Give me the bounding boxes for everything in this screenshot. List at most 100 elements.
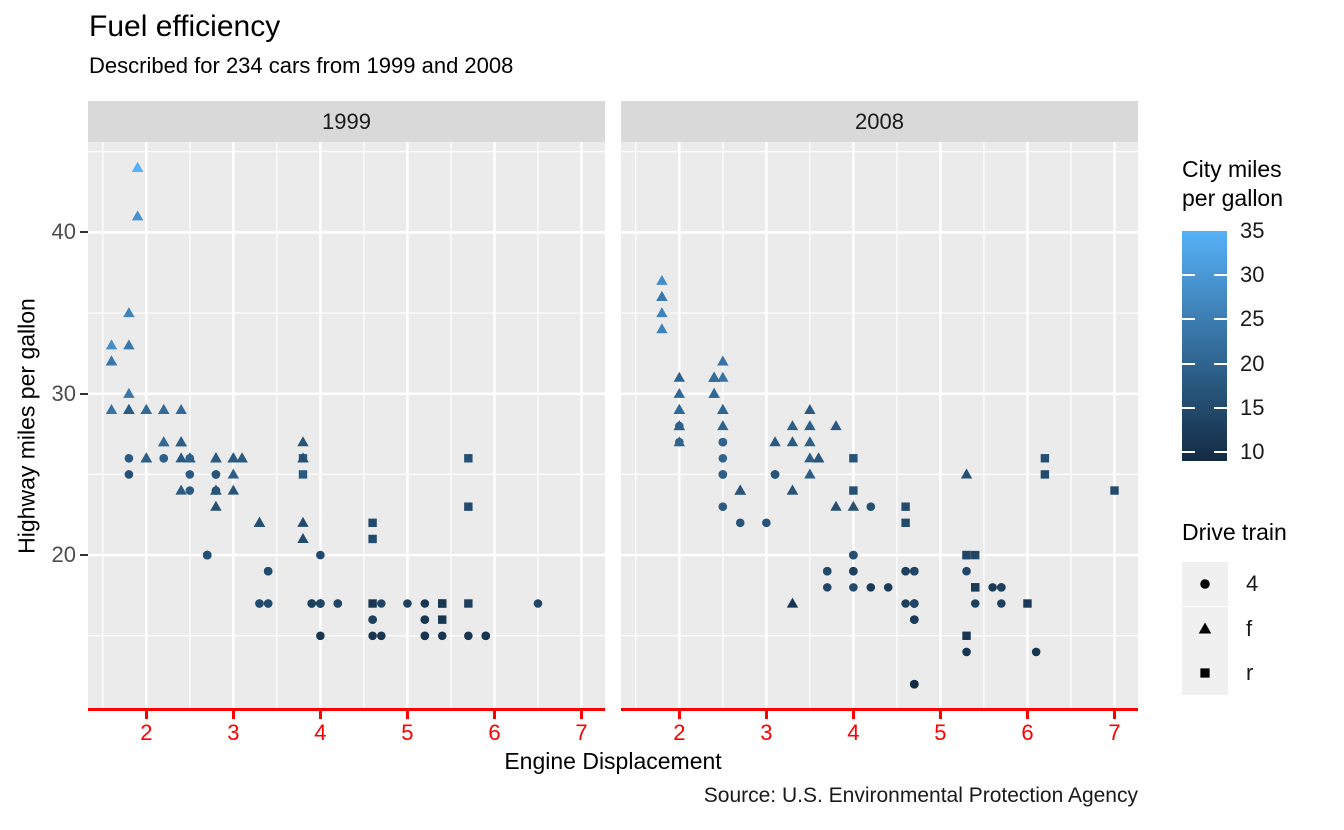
data-point xyxy=(901,566,910,576)
x-tick-label: 2 xyxy=(140,720,153,745)
data-point xyxy=(717,371,729,382)
data-point xyxy=(316,550,325,560)
data-point xyxy=(962,647,971,657)
data-point xyxy=(804,420,816,431)
triangle-key-icon xyxy=(1182,606,1228,651)
data-point xyxy=(718,502,728,511)
data-point xyxy=(175,452,187,463)
data-point xyxy=(804,452,816,463)
data-point xyxy=(822,566,832,576)
data-point xyxy=(1040,454,1050,463)
x-tick-mark xyxy=(677,711,681,719)
chart-title: Fuel efficiency xyxy=(89,10,281,43)
data-point xyxy=(368,599,377,608)
data-point xyxy=(1110,486,1119,495)
data-point xyxy=(962,566,971,576)
facet-strip-1999: 1999 xyxy=(88,101,605,142)
data-point xyxy=(849,583,858,592)
data-point xyxy=(812,452,825,463)
data-point xyxy=(804,436,816,447)
circle-key-icon xyxy=(1182,562,1228,606)
shape-legend-item-f: f xyxy=(1182,606,1344,651)
data-point xyxy=(901,518,910,528)
data-point xyxy=(255,599,264,608)
y-tick-label: 30 xyxy=(51,380,76,406)
data-point xyxy=(717,355,729,366)
chart-subtitle: Described for 234 cars from 1999 and 200… xyxy=(89,53,514,78)
panel-2008 xyxy=(621,142,1138,710)
data-point xyxy=(298,470,308,479)
x-tick-label: 2 xyxy=(673,720,686,745)
data-point xyxy=(368,631,377,641)
data-point xyxy=(997,583,1006,592)
x-axis-line xyxy=(88,708,605,711)
data-point xyxy=(307,599,316,608)
square-key-icon xyxy=(1182,651,1228,695)
data-point xyxy=(123,339,135,350)
colorbar-tick-mark xyxy=(1214,406,1227,409)
data-point xyxy=(420,615,430,624)
data-point xyxy=(883,583,893,592)
colorbar-tick-mark xyxy=(1182,451,1195,454)
data-point xyxy=(673,371,686,382)
data-point xyxy=(971,550,980,560)
data-point xyxy=(297,452,309,463)
data-point xyxy=(464,454,473,463)
data-point xyxy=(901,502,910,511)
x-axis-line xyxy=(621,708,1138,711)
x-tick-label: 6 xyxy=(1021,720,1034,745)
colorbar-tick-label: 20 xyxy=(1240,350,1265,376)
data-point xyxy=(131,210,144,221)
data-point xyxy=(140,452,153,463)
colorbar-tick-mark xyxy=(1182,362,1195,365)
data-point xyxy=(159,453,169,463)
data-point xyxy=(368,615,377,624)
x-tick-mark xyxy=(318,711,322,719)
data-point xyxy=(464,631,473,641)
data-point xyxy=(1040,470,1050,479)
x-tick-mark xyxy=(851,711,855,719)
data-point xyxy=(464,599,473,608)
data-point xyxy=(822,583,832,592)
x-tick-label: 3 xyxy=(760,720,773,745)
data-point xyxy=(849,486,858,495)
data-point xyxy=(901,599,910,608)
y-tick-mark xyxy=(80,554,88,557)
data-point xyxy=(708,371,720,382)
data-point xyxy=(970,599,980,608)
data-point xyxy=(673,436,686,447)
data-point xyxy=(830,500,842,511)
data-point xyxy=(971,583,980,592)
data-point xyxy=(297,516,309,527)
data-point xyxy=(481,631,491,641)
data-point xyxy=(464,502,473,511)
data-point xyxy=(123,387,135,398)
data-point xyxy=(185,453,195,463)
data-point xyxy=(786,420,799,431)
colorbar-tick-mark xyxy=(1214,274,1227,277)
colorbar-tick-label: 15 xyxy=(1240,394,1265,420)
data-point xyxy=(533,599,543,608)
x-tick-label: 5 xyxy=(401,720,414,745)
data-point xyxy=(718,470,728,479)
data-point xyxy=(438,615,447,624)
data-point xyxy=(175,436,187,447)
data-point xyxy=(1031,647,1041,657)
data-point xyxy=(158,403,170,414)
y-tick-label: 40 xyxy=(51,219,76,245)
data-point xyxy=(962,550,971,560)
x-tick-label: 4 xyxy=(847,720,860,745)
data-point xyxy=(656,307,668,318)
y-tick-mark xyxy=(80,231,88,234)
data-point xyxy=(105,355,118,366)
data-point xyxy=(263,566,273,576)
x-tick-mark xyxy=(1113,711,1116,719)
data-point xyxy=(123,403,135,414)
data-point xyxy=(420,631,430,641)
data-point xyxy=(769,436,781,447)
data-point xyxy=(656,274,668,285)
data-point xyxy=(123,307,135,318)
shape-legend-label: f xyxy=(1246,615,1253,641)
y-tick-mark xyxy=(80,392,88,395)
data-point xyxy=(1023,599,1032,608)
